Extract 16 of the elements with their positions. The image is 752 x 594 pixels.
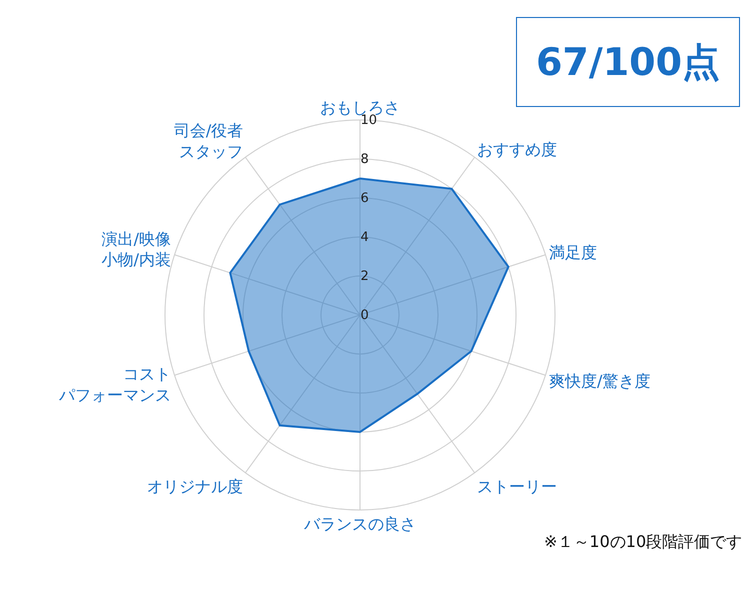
y-tick-label: 2 bbox=[360, 269, 369, 284]
text: ※１～10の10段階評価です bbox=[544, 532, 742, 551]
spoke-label: 司会/役者スタッフ bbox=[174, 121, 244, 161]
spoke-label: 演出/映像小物/内装 bbox=[102, 229, 172, 270]
spoke-label: 爽快度/驚き度 bbox=[548, 372, 650, 391]
y-tick-label: 6 bbox=[360, 191, 369, 206]
spoke-label: 満足度 bbox=[548, 242, 597, 262]
spoke-label: オリジナル度 bbox=[147, 476, 244, 496]
spoke-label: おすすめ度 bbox=[476, 140, 557, 159]
y-tick-label: 4 bbox=[360, 230, 369, 246]
spoke-label: バランスの良さ bbox=[303, 514, 416, 534]
spoke-label: ストーリー bbox=[476, 476, 557, 496]
y-tick-label: 8 bbox=[360, 152, 369, 168]
y-tick-label: 0 bbox=[360, 308, 369, 324]
spoke-label: コストパフォーマンス bbox=[58, 364, 172, 404]
chart-title: 67/100点 bbox=[536, 40, 720, 84]
